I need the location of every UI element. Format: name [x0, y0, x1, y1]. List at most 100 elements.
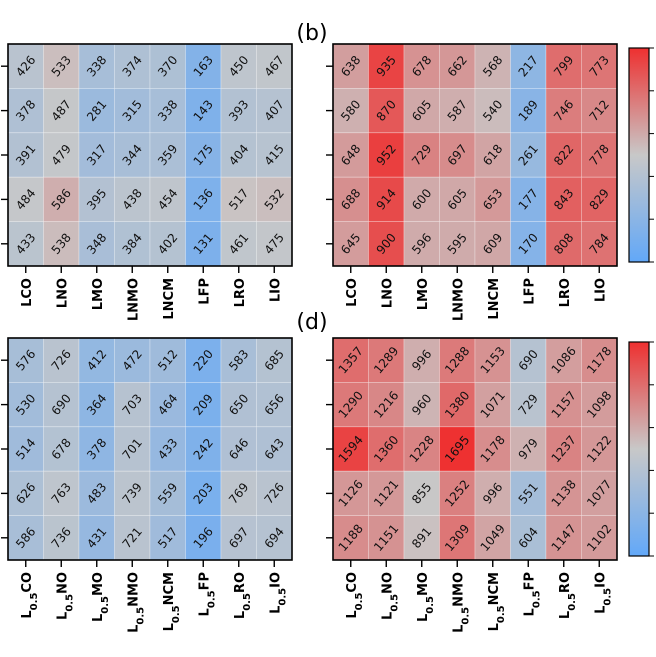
x-tick-label: L0.5MO — [416, 572, 436, 622]
x-tick-label: LFP — [522, 278, 537, 305]
heatmap-cell — [43, 515, 80, 561]
heatmap-cell — [581, 43, 618, 89]
heatmap-cell — [220, 515, 257, 561]
heatmap-cell — [7, 426, 44, 472]
heatmap-cell — [510, 381, 547, 428]
heatmap-cell — [368, 132, 405, 178]
heatmap-cell — [7, 88, 44, 134]
heatmap-cell — [220, 381, 257, 428]
heatmap-cell — [43, 221, 80, 267]
heatmap-cell — [185, 470, 222, 517]
heatmap-cell — [403, 132, 440, 178]
x-tick-label: LCO — [20, 278, 35, 307]
heatmap-cell — [220, 470, 257, 517]
x-tick-label: LFP — [197, 278, 212, 305]
heatmap-cell — [545, 132, 582, 178]
heatmap-cell — [149, 176, 186, 222]
heatmap-cell — [185, 221, 222, 267]
x-tick-label: L0.5MO — [91, 572, 111, 622]
heatmap-cell — [185, 88, 222, 134]
heatmap-cell — [545, 470, 582, 517]
heatmap-cell — [474, 176, 511, 222]
x-tick-label: LCO — [345, 278, 360, 307]
heatmap-cell — [332, 426, 369, 472]
heatmap-cell — [403, 176, 440, 222]
x-tick-label: L0.5RO — [558, 572, 578, 619]
x-tick-label: L0.5NMO — [451, 572, 471, 633]
heatmap-cell — [7, 132, 44, 178]
heatmap-cell — [403, 43, 440, 89]
x-tick-label: L0.5NO — [380, 572, 400, 620]
heatmap-cell — [256, 381, 293, 428]
heatmap-cell — [581, 132, 618, 178]
heatmap-cell — [368, 337, 405, 383]
heatmap-cell — [439, 221, 476, 267]
heatmap-cell — [43, 470, 80, 517]
heatmap-cell — [149, 88, 186, 134]
x-tick-label: L0.5CO — [345, 572, 365, 619]
heatmap-cell — [256, 176, 293, 222]
heatmap-cell — [332, 337, 369, 383]
heatmap-cell — [545, 515, 582, 561]
heatmap-cell — [332, 470, 369, 517]
colorbar — [628, 47, 650, 263]
heatmap-cell — [510, 221, 547, 267]
heatmap-cell — [581, 381, 618, 428]
heatmap-cell — [474, 515, 511, 561]
x-tick-label: L0.5IO — [268, 572, 288, 614]
heatmap-cell — [7, 43, 44, 89]
heatmap-cell — [149, 515, 186, 561]
heatmap-cell — [474, 381, 511, 428]
heatmap-cell — [581, 176, 618, 222]
heatmap-cell — [43, 426, 80, 472]
heatmap-cell — [256, 221, 293, 267]
heatmap-cell — [256, 515, 293, 561]
x-tick-label: LIO — [593, 278, 608, 302]
x-tick-label: L0.5IO — [593, 572, 613, 614]
heatmap-cell — [114, 470, 151, 517]
heatmap-cell — [220, 426, 257, 472]
heatmap-cell — [220, 337, 257, 383]
heatmap-cell — [149, 132, 186, 178]
heatmap-cell — [403, 426, 440, 472]
heatmap-cell — [510, 176, 547, 222]
panel-label-b: (b) — [296, 21, 327, 46]
heatmap-cell — [114, 176, 151, 222]
panel-label-d: (d) — [296, 310, 327, 335]
heatmap-cell — [439, 43, 476, 89]
x-tick-label: LNCM — [487, 278, 502, 320]
x-tick-label: L0.5NO — [55, 572, 75, 620]
heatmap-cell — [7, 515, 44, 561]
heatmap-cell — [545, 221, 582, 267]
heatmap-cell — [149, 426, 186, 472]
heatmap-cell — [439, 132, 476, 178]
heatmap-cell — [149, 221, 186, 267]
x-tick-label: L0.5CO — [20, 572, 40, 619]
x-tick-label: LNO — [55, 278, 70, 308]
x-tick-label: LNO — [380, 278, 395, 308]
heatmap-cell — [545, 381, 582, 428]
heatmap-cell — [78, 426, 115, 472]
heatmap-cell — [439, 381, 476, 428]
x-tick-label: LMO — [91, 278, 106, 310]
heatmap-cell — [256, 470, 293, 517]
heatmap-cell — [332, 132, 369, 178]
heatmap-cell — [403, 88, 440, 134]
heatmap-cell — [43, 132, 80, 178]
heatmap-cell — [332, 221, 369, 267]
heatmap-cell — [474, 337, 511, 383]
heatmap-cell — [403, 470, 440, 517]
heatmap-cell — [78, 132, 115, 178]
x-tick-label: L0.5NMO — [126, 572, 146, 633]
heatmap-cell — [7, 221, 44, 267]
heatmap-cell — [78, 176, 115, 222]
x-tick-label: LNCM — [162, 278, 177, 320]
heatmap-cell — [368, 221, 405, 267]
heatmap-cell — [78, 470, 115, 517]
heatmap-cell — [581, 426, 618, 472]
heatmap-cell — [114, 381, 151, 428]
